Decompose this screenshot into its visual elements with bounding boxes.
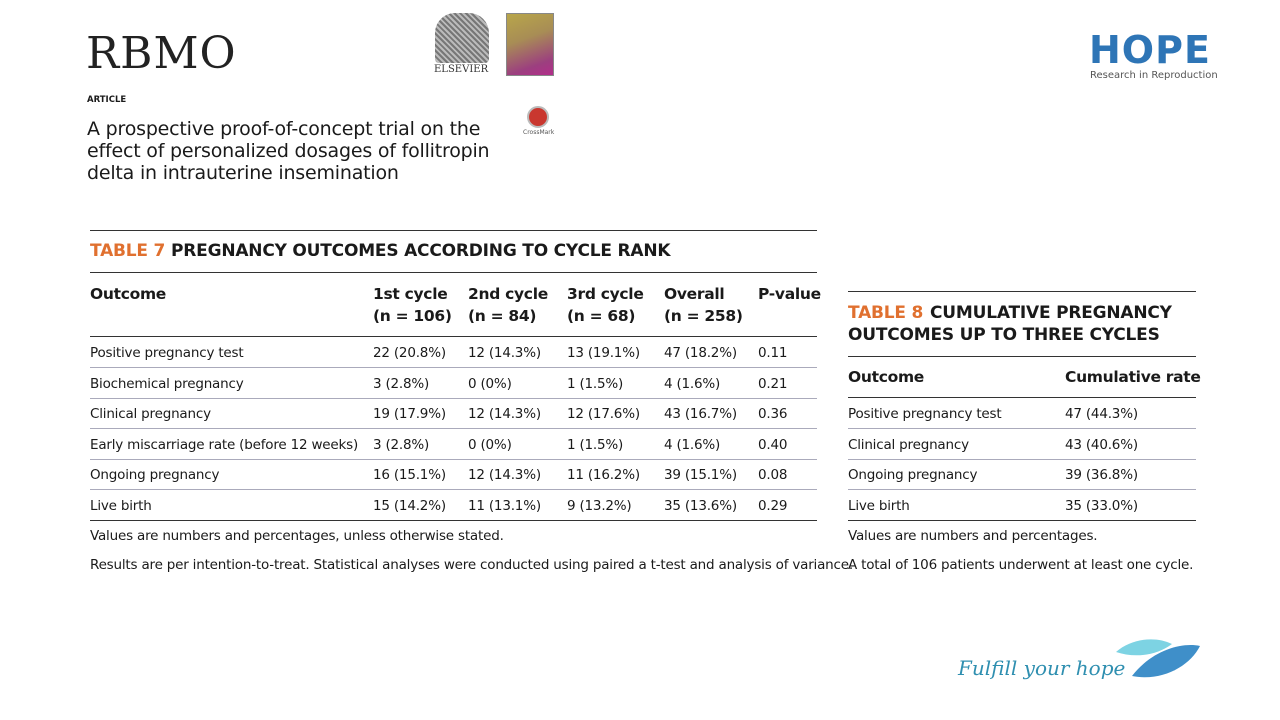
rule [848,356,1196,357]
title-line: effect of personalized dosages of follit… [87,140,490,162]
section: ARTICLE [87,95,127,105]
cell: 39 (36.8%) [1065,467,1138,483]
column-header: (n = 106) [373,307,452,325]
cell: 12 (14.3%) [468,406,541,422]
cell: Clinical pregnancy [90,406,211,422]
publisher-tree [435,13,489,63]
cell: 4 (1.6%) [664,436,721,453]
row-line [90,367,817,368]
note: Values are numbers and percentages, unle… [90,528,504,544]
cell: 35 (33.0%) [1065,497,1138,514]
crossmark: CrossMark [523,129,555,136]
cell: 0.11 [758,345,788,361]
row-line [90,489,817,490]
cell: 3 (2.8%) [373,436,430,453]
cell: 11 (16.2%) [567,467,640,483]
cell: Ongoing pregnancy [90,467,220,483]
rule [848,291,1196,292]
cell: 13 (19.1%) [567,345,640,361]
brand-tagline: Research in Reproduction [1090,70,1218,81]
rule [90,336,817,337]
cell: 0.21 [758,375,788,392]
cell: 47 (18.2%) [664,345,737,361]
slogan: Fulfill your hope [958,656,1126,680]
cell: 16 (15.1%) [373,467,446,483]
note: Results are per intention-to-treat. Stat… [90,557,853,573]
cell: Positive pregnancy test [90,345,244,361]
row-line [90,458,817,460]
cell: Early miscarriage rate (before 12 weeks) [90,436,359,453]
table-title: CUMULATIVE PREGNANCY [930,303,1172,323]
cell: Ongoing pregnancy [848,467,978,483]
cell: 0.36 [758,406,788,422]
column-header: (n = 84) [468,307,537,325]
journal-cover [506,13,554,76]
cell: 47 (44.3%) [1065,406,1138,422]
cell: 0 (0%) [468,375,512,392]
table-title: OUTCOMES UP TO THREE CYCLES [848,325,1160,345]
journal-logo: RBMO [86,28,237,79]
table-label: TABLE 8 [848,303,924,323]
row-line [90,519,817,521]
cell: 22 (20.8%) [373,345,446,361]
cell: Live birth [90,497,152,514]
note: Values are numbers and percentages. [848,528,1098,544]
column-header: (n = 68) [567,307,636,325]
cell: 0.08 [758,467,788,483]
cell: Clinical pregnancy [848,436,969,453]
title-line: delta in intrauterine insemination [87,162,399,184]
cell: 19 (17.9%) [373,406,446,422]
cell: 1 (1.5%) [567,375,624,392]
cell: 43 (16.7%) [664,406,737,422]
cell: 43 (40.6%) [1065,436,1138,453]
note: A total of 106 patients underwent at lea… [848,557,1194,573]
cell: Live birth [848,497,910,514]
cell: 0.40 [758,436,788,453]
cell: 0.29 [758,497,788,514]
column-header: 3rd cycle [567,285,644,303]
cell: 35 (13.6%) [664,497,737,514]
row-line [90,397,817,399]
row-line [848,428,1196,429]
publisher: ELSEVIER [434,64,489,75]
cell: 4 (1.6%) [664,375,721,392]
column-header: 1st cycle [373,285,448,303]
row-line [848,489,1196,490]
row-line [90,428,817,429]
cell: 0 (0%) [468,436,512,453]
cell: Biochemical pregnancy [90,375,244,392]
cell: 12 (17.6%) [567,406,640,422]
cell: Positive pregnancy test [848,406,1002,422]
crossmark-icon [527,106,549,128]
cell: 39 (15.1%) [664,467,737,483]
rule [90,272,817,273]
column-header: Outcome [848,368,925,386]
rule [90,230,817,231]
column-header: P-value [758,285,821,303]
cell: 11 (13.1%) [468,497,541,514]
column-header: (n = 258) [664,307,743,325]
table-title: PREGNANCY OUTCOMES ACCORDING TO CYCLE RA… [171,241,671,261]
rule [848,397,1196,398]
cell: 9 (13.2%) [567,497,632,514]
column-header: Overall [664,285,725,303]
cell: 12 (14.3%) [468,345,541,361]
column-header: Cumulative rate [1065,368,1201,386]
brand: HOPE [1089,28,1211,72]
column-header: Outcome [90,285,167,303]
table-label: TABLE 7 [90,241,166,261]
row-line [848,519,1196,521]
cell: 12 (14.3%) [468,467,541,483]
cell: 3 (2.8%) [373,375,430,392]
cell: 15 (14.2%) [373,497,446,514]
cell: 1 (1.5%) [567,436,624,453]
column-header: 2nd cycle [468,285,548,303]
row-line [848,458,1196,460]
title-line: A prospective proof-of-concept trial on … [87,118,481,140]
leaf-icon [1116,639,1200,678]
